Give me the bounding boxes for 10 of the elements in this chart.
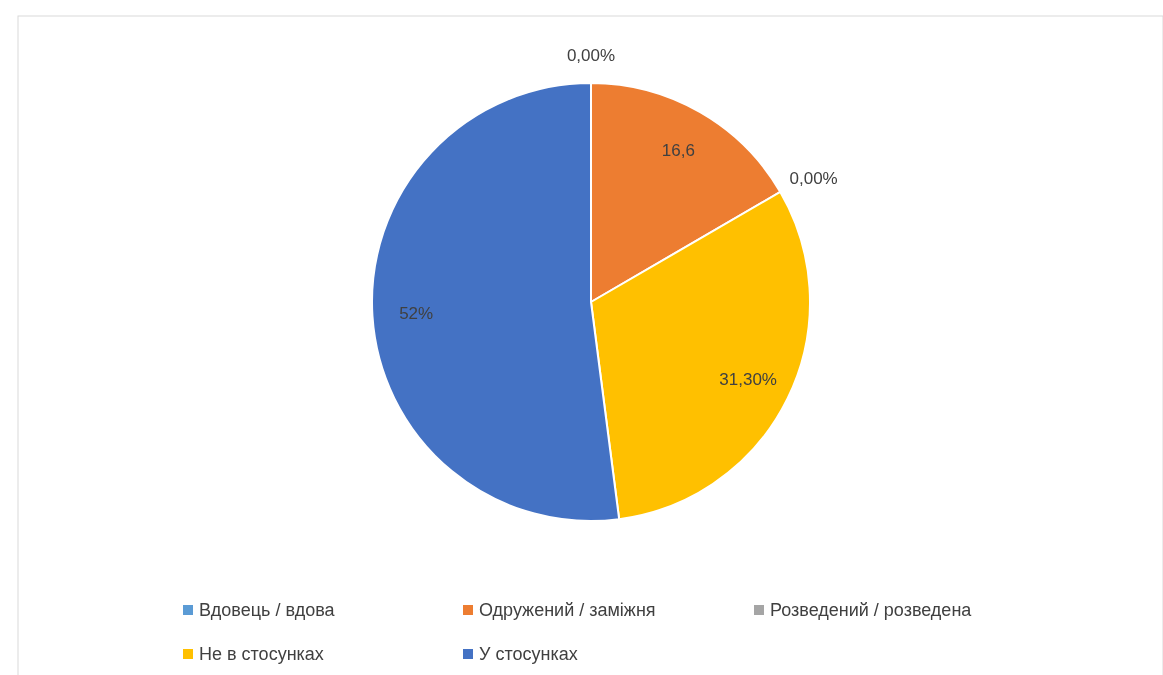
data-label: 52% bbox=[399, 304, 434, 324]
legend-label: Одружений / заміжня bbox=[479, 600, 656, 621]
text: 0,00% bbox=[789, 168, 838, 188]
legend-label: Розведений / розведена bbox=[770, 600, 973, 621]
legend-label: Не в стосунках bbox=[199, 644, 324, 665]
legend-label: У стосунках bbox=[479, 644, 578, 665]
data-label: 16,6 bbox=[661, 141, 695, 161]
text: 0,00% bbox=[566, 45, 616, 65]
data-label: 31,30% bbox=[719, 370, 778, 390]
legend-label: Вдовець / вдова bbox=[199, 600, 336, 621]
